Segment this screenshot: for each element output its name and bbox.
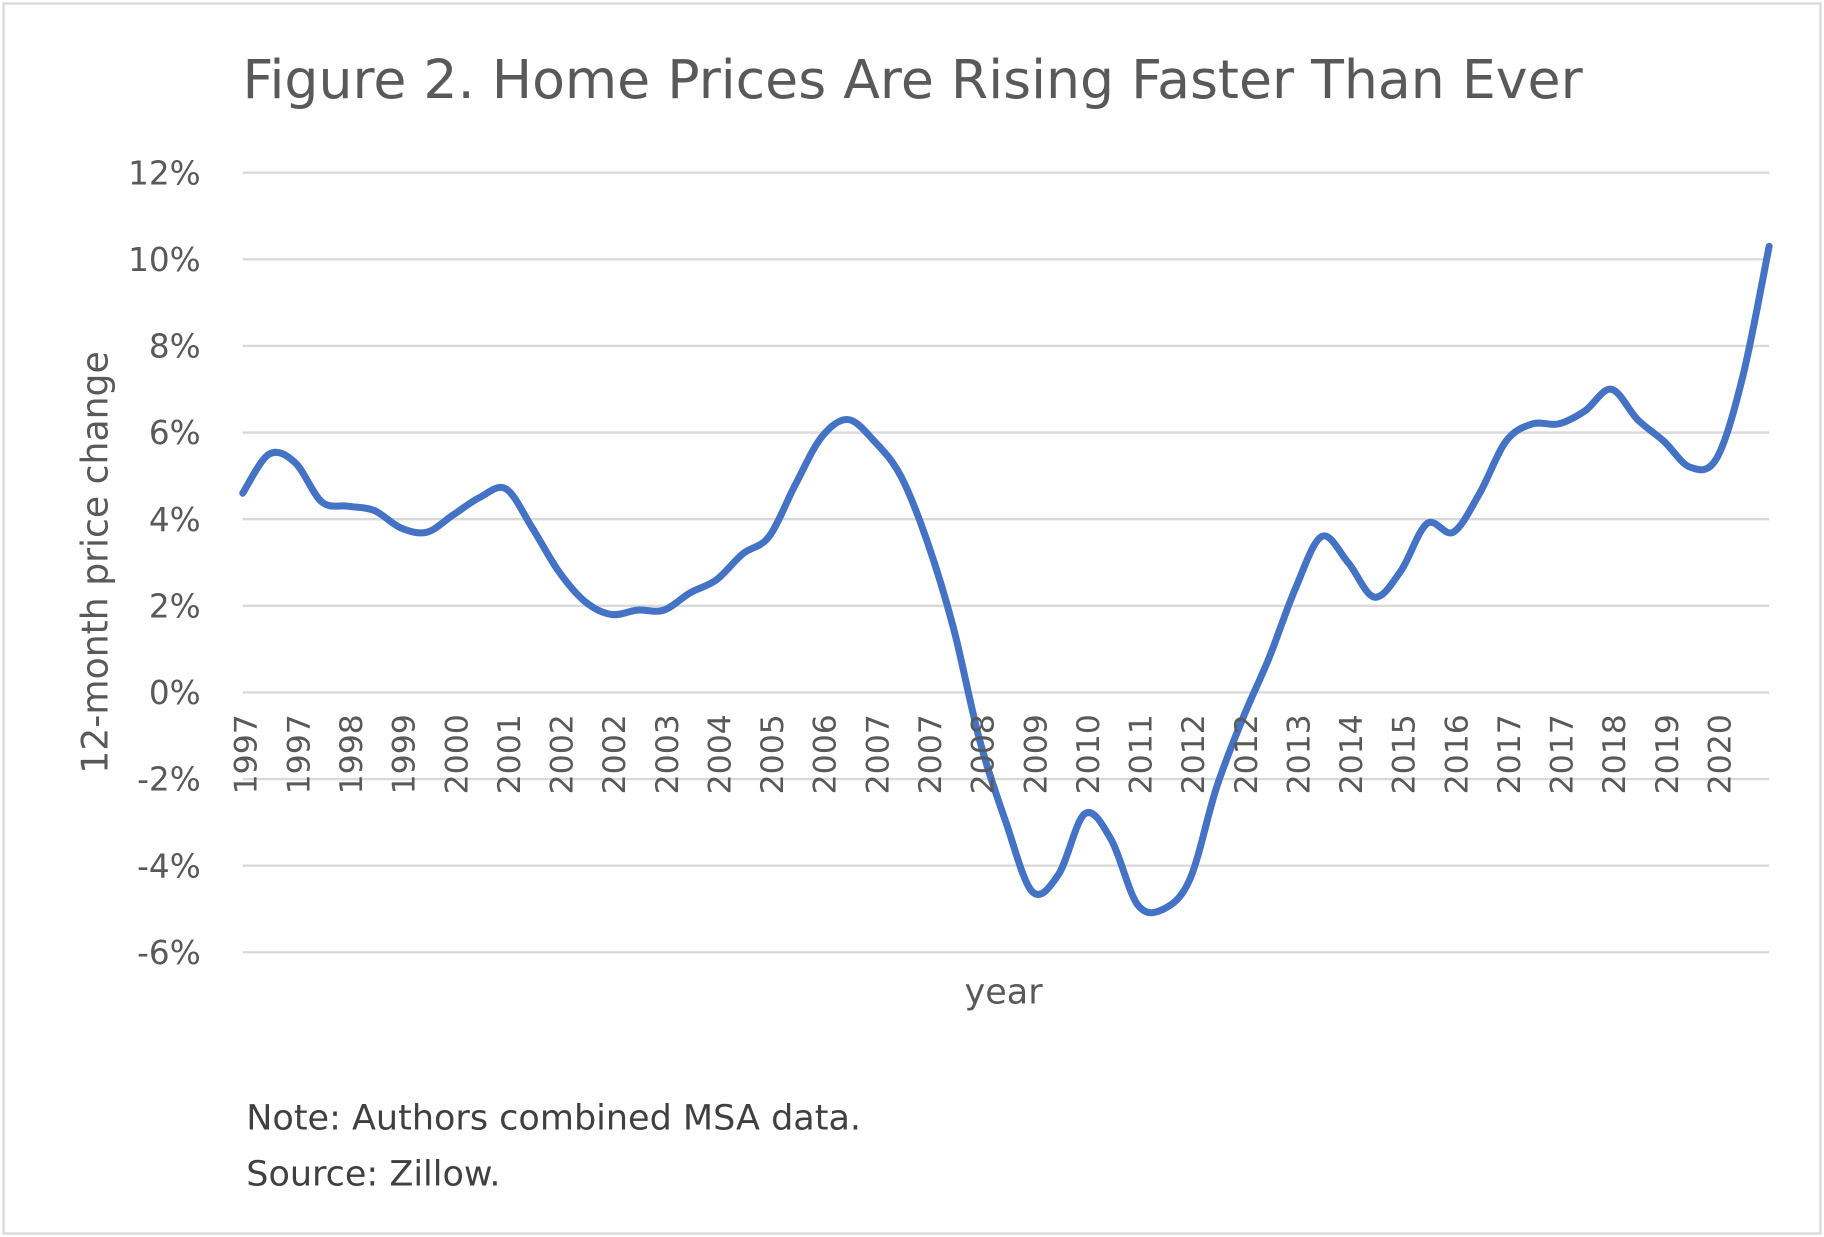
y-tick-label: -4% [137, 847, 201, 885]
series-line [239, 242, 1773, 917]
x-tick-label: 1997 [281, 714, 317, 794]
y-axis-title: 12-month price change [73, 351, 116, 773]
x-tick-label: 2018 [1597, 714, 1633, 794]
x-axis-title: year [965, 973, 1044, 1013]
x-tick-label: 2007 [860, 714, 896, 794]
y-axis-ticks: 12% 10% 8% 6% 4% 2% 0% -2% -4% -6% [128, 154, 201, 972]
x-tick-label: 2019 [1650, 714, 1686, 794]
x-tick-label: 2016 [1439, 714, 1475, 794]
x-tick-label: 1998 [334, 714, 370, 794]
x-tick-label: 2003 [650, 714, 686, 794]
x-tick-label: 2000 [439, 714, 475, 794]
x-tick-label: 2008 [966, 714, 1002, 794]
x-tick-label: 1999 [387, 714, 423, 794]
y-tick-label: -2% [137, 761, 201, 799]
x-tick-label: 2001 [492, 714, 528, 794]
x-tick-label: 2002 [545, 714, 581, 794]
x-tick-label: 2010 [1071, 714, 1107, 794]
x-tick-label: 2006 [808, 714, 844, 794]
chart-title: Figure 2. Home Prices Are Rising Faster … [243, 48, 1584, 111]
x-tick-label: 2017 [1545, 714, 1581, 794]
y-tick-label: 8% [149, 328, 201, 366]
x-axis-ticks: 1997 1997 1998 1999 2000 2001 2002 2002 2003 2004… [229, 714, 1739, 794]
y-tick-label: -6% [137, 934, 201, 972]
x-tick-label: 2014 [1334, 714, 1370, 794]
x-tick-label: 1997 [229, 714, 265, 794]
x-tick-label: 2012 [1176, 714, 1212, 794]
x-tick-label: 2004 [702, 714, 738, 794]
x-tick-label: 2009 [1018, 714, 1054, 794]
y-tick-label: 0% [149, 674, 201, 712]
note-text: Note: Authors combined MSA data. [246, 1099, 861, 1139]
x-tick-label: 2017 [1492, 714, 1528, 794]
y-tick-label: 4% [149, 501, 201, 539]
x-tick-label: 2002 [597, 714, 633, 794]
x-tick-label: 2012 [1229, 714, 1265, 794]
x-tick-label: 2020 [1703, 714, 1739, 794]
x-tick-label: 2005 [755, 714, 791, 794]
gridlines [242, 171, 1770, 954]
y-tick-label: 10% [128, 241, 201, 279]
x-tick-label: 2015 [1387, 714, 1423, 794]
x-tick-label: 2011 [1124, 714, 1160, 794]
source-text: Source: Zillow. [246, 1155, 500, 1195]
x-tick-label: 2007 [913, 714, 949, 794]
x-tick-label: 2013 [1281, 714, 1317, 794]
y-tick-label: 2% [149, 587, 201, 625]
y-tick-label: 12% [128, 154, 201, 192]
y-tick-label: 6% [149, 414, 201, 452]
